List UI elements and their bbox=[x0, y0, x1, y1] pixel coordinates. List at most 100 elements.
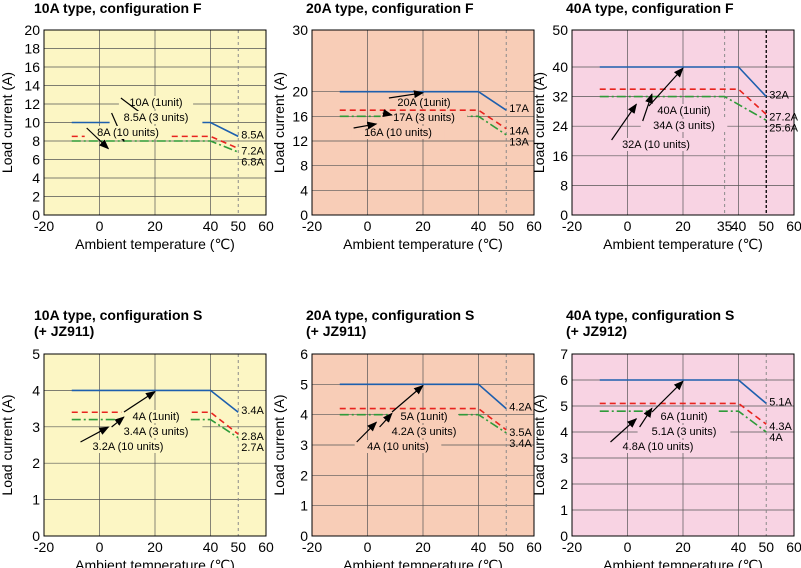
x-tick-label: -20 bbox=[34, 539, 54, 555]
x-tick-label: 60 bbox=[786, 218, 801, 234]
annotation-label-bg bbox=[122, 410, 190, 423]
y-tick-label: 4 bbox=[32, 382, 40, 398]
end-value-label: 5.1A bbox=[769, 396, 792, 408]
annotation-label-bg bbox=[609, 138, 703, 151]
y-tick-label: 24 bbox=[552, 118, 568, 134]
y-tick-label: 8 bbox=[560, 177, 568, 193]
end-value-label: 3.4A bbox=[509, 438, 532, 450]
x-tick-label: 60 bbox=[258, 218, 274, 234]
x-tick-label: 50 bbox=[498, 539, 514, 555]
chart-panel-20a-s: 20A type, configuration S (+ JZ911) 0 1 2 3… bbox=[271, 307, 542, 568]
y-axis-label: Load current (A) bbox=[271, 72, 287, 173]
x-tick-label: 50 bbox=[498, 218, 514, 234]
plot-frame bbox=[571, 353, 795, 537]
end-value-label: 25.6A bbox=[769, 122, 798, 134]
annotation-label-bg bbox=[637, 425, 731, 438]
x-tick-label: 20 bbox=[147, 218, 163, 234]
chart-panel-40a-s: 40A type, configuration S (+ JZ912) 0 1 2 3… bbox=[531, 307, 801, 568]
series-annotation-label: 32A (10 units) bbox=[622, 139, 690, 151]
y-axis-label: Load current (A) bbox=[0, 394, 15, 495]
series-annotation-label: 5A (1unit) bbox=[400, 411, 447, 423]
x-tick-label: 0 bbox=[96, 539, 104, 555]
chart-panel-20a-f: 20A type, configuration F 0 4 8 12 16 20 30 -20… bbox=[271, 0, 542, 260]
end-value-label: 2.7A bbox=[241, 442, 264, 454]
x-tick-label: 20 bbox=[675, 539, 691, 555]
y-tick-label: 5 bbox=[32, 346, 40, 362]
annotation-arrow bbox=[611, 103, 637, 141]
series-annotation-label: 20A (1unit) bbox=[397, 97, 450, 109]
x-tick-label: 0 bbox=[96, 218, 104, 234]
annotation-arrow bbox=[610, 418, 638, 443]
y-tick-label: 10 bbox=[24, 115, 40, 131]
end-value-label: 4A bbox=[769, 432, 783, 444]
y-tick-label: 2 bbox=[300, 467, 308, 483]
y-tick-label: 6 bbox=[300, 346, 308, 362]
series-line bbox=[599, 66, 767, 98]
chart-panel-10a-s: 10A type, configuration S (+ JZ911) 0 1 2 3… bbox=[0, 307, 274, 568]
plot-frame bbox=[43, 353, 267, 537]
series-annotation-label: 16A (10 units) bbox=[364, 127, 432, 139]
y-axis-label: Load current (A) bbox=[531, 72, 547, 173]
y-tick-label: 2 bbox=[32, 189, 40, 205]
annotation-label-bg bbox=[118, 96, 194, 109]
annotation-label-bg bbox=[84, 126, 172, 139]
annotation-arrow bbox=[80, 426, 110, 443]
annotation-label-bg bbox=[109, 111, 203, 124]
series-line bbox=[339, 383, 507, 410]
y-tick-label: 12 bbox=[24, 96, 40, 112]
chart-title: 10A type, configuration S (+ JZ911) bbox=[34, 307, 203, 339]
x-tick-label: 20 bbox=[675, 218, 691, 234]
end-value-label: 3.4A bbox=[241, 405, 264, 417]
y-tick-label: 4 bbox=[300, 182, 308, 198]
y-tick-label: 0 bbox=[32, 528, 40, 544]
x-tick-label: -20 bbox=[302, 218, 322, 234]
x-tick-label: 40 bbox=[203, 539, 219, 555]
x-tick-label: 0 bbox=[624, 218, 632, 234]
x-axis-label: Ambient temperature (℃) bbox=[343, 557, 503, 568]
y-tick-label: 4 bbox=[32, 170, 40, 186]
annotation-arrow bbox=[382, 109, 393, 118]
end-value-label: 14A bbox=[509, 126, 529, 138]
series-annotation-label: 40A (1unit) bbox=[657, 105, 710, 117]
end-value-label: 27.2A bbox=[769, 111, 798, 123]
chart-title: 40A type, configuration F bbox=[566, 0, 734, 16]
chart-panel-40a-f: 40A type, configuration F 0 8 16 24 32 40 50 -2… bbox=[531, 0, 801, 260]
end-value-label: 6.8A bbox=[241, 156, 264, 168]
y-tick-label: 0 bbox=[560, 207, 568, 223]
y-tick-label: 1 bbox=[300, 498, 308, 514]
annotation-arrow bbox=[353, 121, 378, 130]
annotation-label-bg bbox=[640, 119, 728, 132]
series-line bbox=[599, 95, 767, 121]
x-tick-label: 0 bbox=[624, 539, 632, 555]
series-line bbox=[599, 88, 767, 115]
series-annotation-label: 4.2A (3 units) bbox=[392, 426, 457, 438]
y-tick-label: 7 bbox=[560, 346, 568, 362]
chart-title: 20A type, configuration S (+ JZ911) bbox=[306, 307, 475, 339]
series-line bbox=[599, 379, 767, 405]
end-value-label: 4.3A bbox=[769, 421, 792, 433]
series-annotation-label: 10A (1unit) bbox=[129, 97, 182, 109]
series-annotation-label: 4.8A (10 units) bbox=[623, 441, 694, 453]
y-tick-label: 0 bbox=[32, 207, 40, 223]
x-tick-label: 50 bbox=[758, 218, 774, 234]
y-tick-label: 3 bbox=[32, 419, 40, 435]
annotation-label-bg bbox=[354, 440, 442, 453]
chart-title: 40A type, configuration S (+ JZ912) bbox=[566, 307, 735, 339]
y-tick-label: 12 bbox=[292, 133, 308, 149]
series-annotation-label: 17A (3 units) bbox=[393, 112, 455, 124]
annotation-arrow bbox=[111, 416, 125, 428]
y-tick-label: 4 bbox=[300, 407, 308, 423]
y-tick-label: 3 bbox=[300, 437, 308, 453]
x-axis-label: Ambient temperature (℃) bbox=[603, 557, 763, 568]
annotation-arrow bbox=[639, 407, 653, 428]
x-axis-label: Ambient temperature (℃) bbox=[75, 557, 235, 568]
chart-panel-10a-f: 10A type, configuration F 0 2 4 6 8 10 12 14 16 1… bbox=[0, 0, 274, 260]
y-tick-label: 0 bbox=[300, 528, 308, 544]
series-annotation-label: 3.4A (3 units) bbox=[124, 426, 189, 438]
y-tick-label: 6 bbox=[32, 152, 40, 168]
x-tick-label: -20 bbox=[302, 539, 322, 555]
